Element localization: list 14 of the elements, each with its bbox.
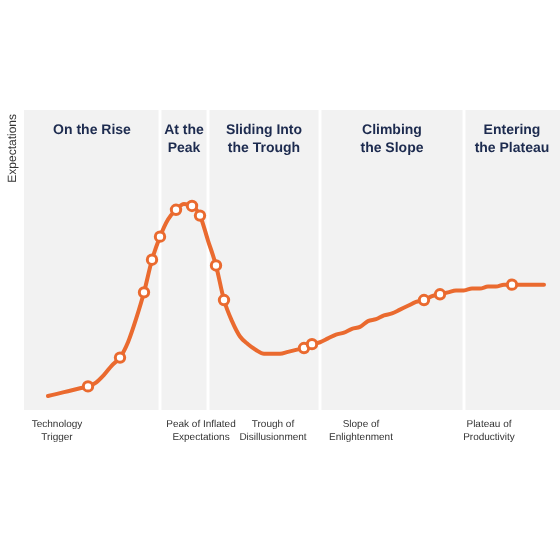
point [505, 278, 519, 291]
point [217, 293, 231, 307]
point [305, 337, 319, 351]
point [169, 203, 183, 216]
point [193, 209, 207, 222]
point [145, 253, 159, 266]
point [153, 230, 167, 243]
point [137, 286, 151, 299]
point [81, 380, 95, 393]
point [113, 351, 127, 364]
point [417, 293, 431, 307]
point [185, 199, 199, 213]
point [433, 288, 447, 301]
point [209, 259, 223, 272]
